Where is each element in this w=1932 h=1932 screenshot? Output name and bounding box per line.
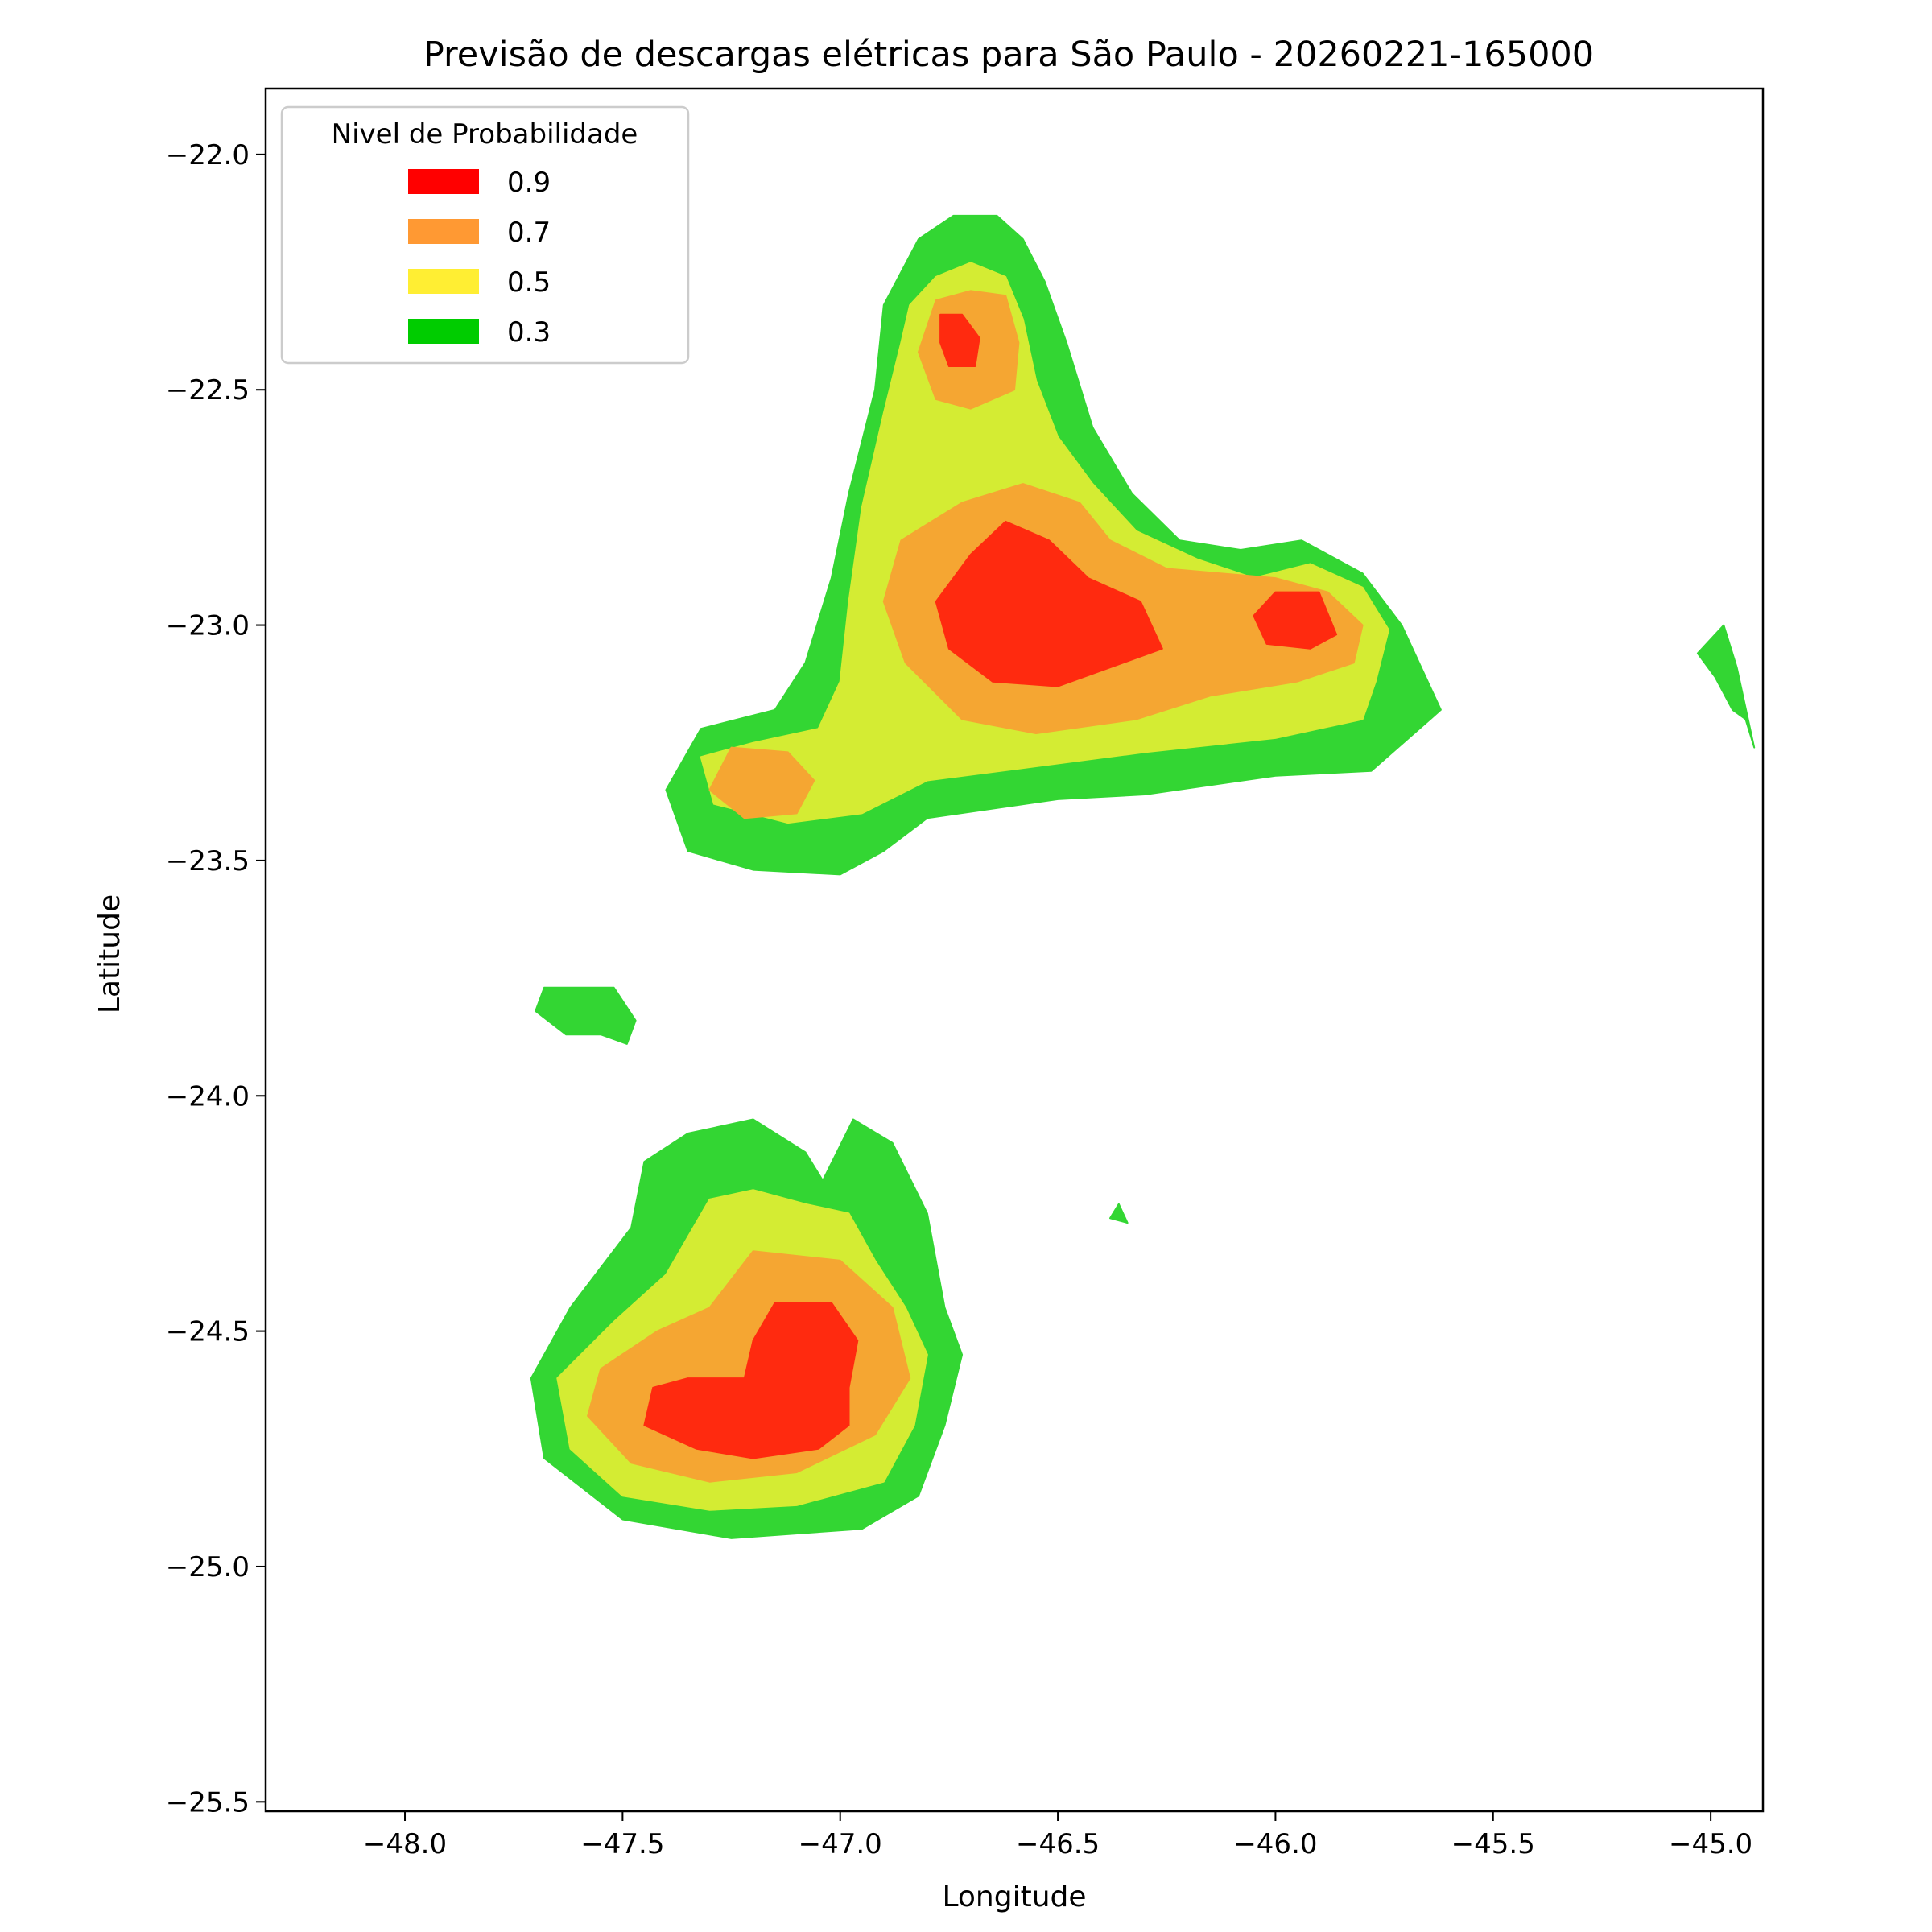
y-axis-label: Latitude — [93, 894, 126, 1013]
legend-entries: 0.9 0.7 0.5 0.3 — [408, 167, 551, 349]
legend-label: 0.9 — [507, 167, 551, 199]
contour-region-03-4 — [1109, 1203, 1129, 1224]
legend-label: 0.3 — [507, 316, 551, 349]
plot-frame — [264, 87, 1765, 1813]
y-tick-label: −23.0 — [166, 610, 250, 642]
legend-swatch — [408, 319, 479, 344]
legend-label: 0.7 — [507, 217, 551, 249]
contour-region-03-3 — [1696, 624, 1756, 749]
legend: Nivel de Probabilidade 0.9 0.7 0.5 0.3 — [280, 105, 690, 365]
contour-region-09-2 — [1253, 591, 1338, 650]
legend-title: Nivel de Probabilidade — [332, 118, 638, 151]
x-tick-label: −46.5 — [1016, 1828, 1100, 1860]
x-axis: −48.0 −47.5 −47.0 −46.5 −46.0 −45.5 −45.0 — [363, 1811, 1752, 1860]
legend-swatch — [408, 219, 479, 244]
contour-regions — [530, 214, 1756, 1539]
y-tick-label: −23.5 — [166, 845, 250, 877]
y-tick-label: −25.5 — [166, 1786, 250, 1818]
x-tick-label: −46.0 — [1233, 1828, 1317, 1860]
plot-area — [264, 87, 1765, 1813]
legend-box — [280, 105, 690, 365]
y-tick-label: −22.0 — [166, 139, 250, 171]
x-tick-label: −47.0 — [799, 1828, 882, 1860]
y-tick-label: −24.5 — [166, 1316, 250, 1348]
contour-region-09-3 — [643, 1302, 859, 1459]
x-tick-label: −48.0 — [363, 1828, 447, 1860]
contour-region-09-1 — [935, 520, 1163, 687]
chart-title: Previsão de descargas elétricas para São… — [423, 35, 1594, 75]
y-axis: −22.0 −22.5 −23.0 −23.5 −24.0 −24.5 −25.0 −25.5 — [166, 139, 266, 1818]
x-tick-label: −45.0 — [1669, 1828, 1752, 1860]
contour-region-03-2 — [535, 986, 637, 1045]
legend-swatch — [408, 269, 479, 294]
y-tick-label: −25.0 — [166, 1551, 250, 1583]
y-tick-label: −22.5 — [166, 374, 250, 407]
y-tick-label: −24.0 — [166, 1080, 250, 1113]
legend-swatch — [408, 169, 479, 194]
legend-label: 0.5 — [507, 266, 551, 299]
x-axis-label: Longitude — [942, 1880, 1086, 1913]
x-tick-label: −45.5 — [1451, 1828, 1535, 1860]
contour-region-09-0 — [939, 313, 980, 367]
contour-region-07-2 — [708, 746, 815, 819]
x-tick-label: −47.5 — [580, 1828, 664, 1860]
